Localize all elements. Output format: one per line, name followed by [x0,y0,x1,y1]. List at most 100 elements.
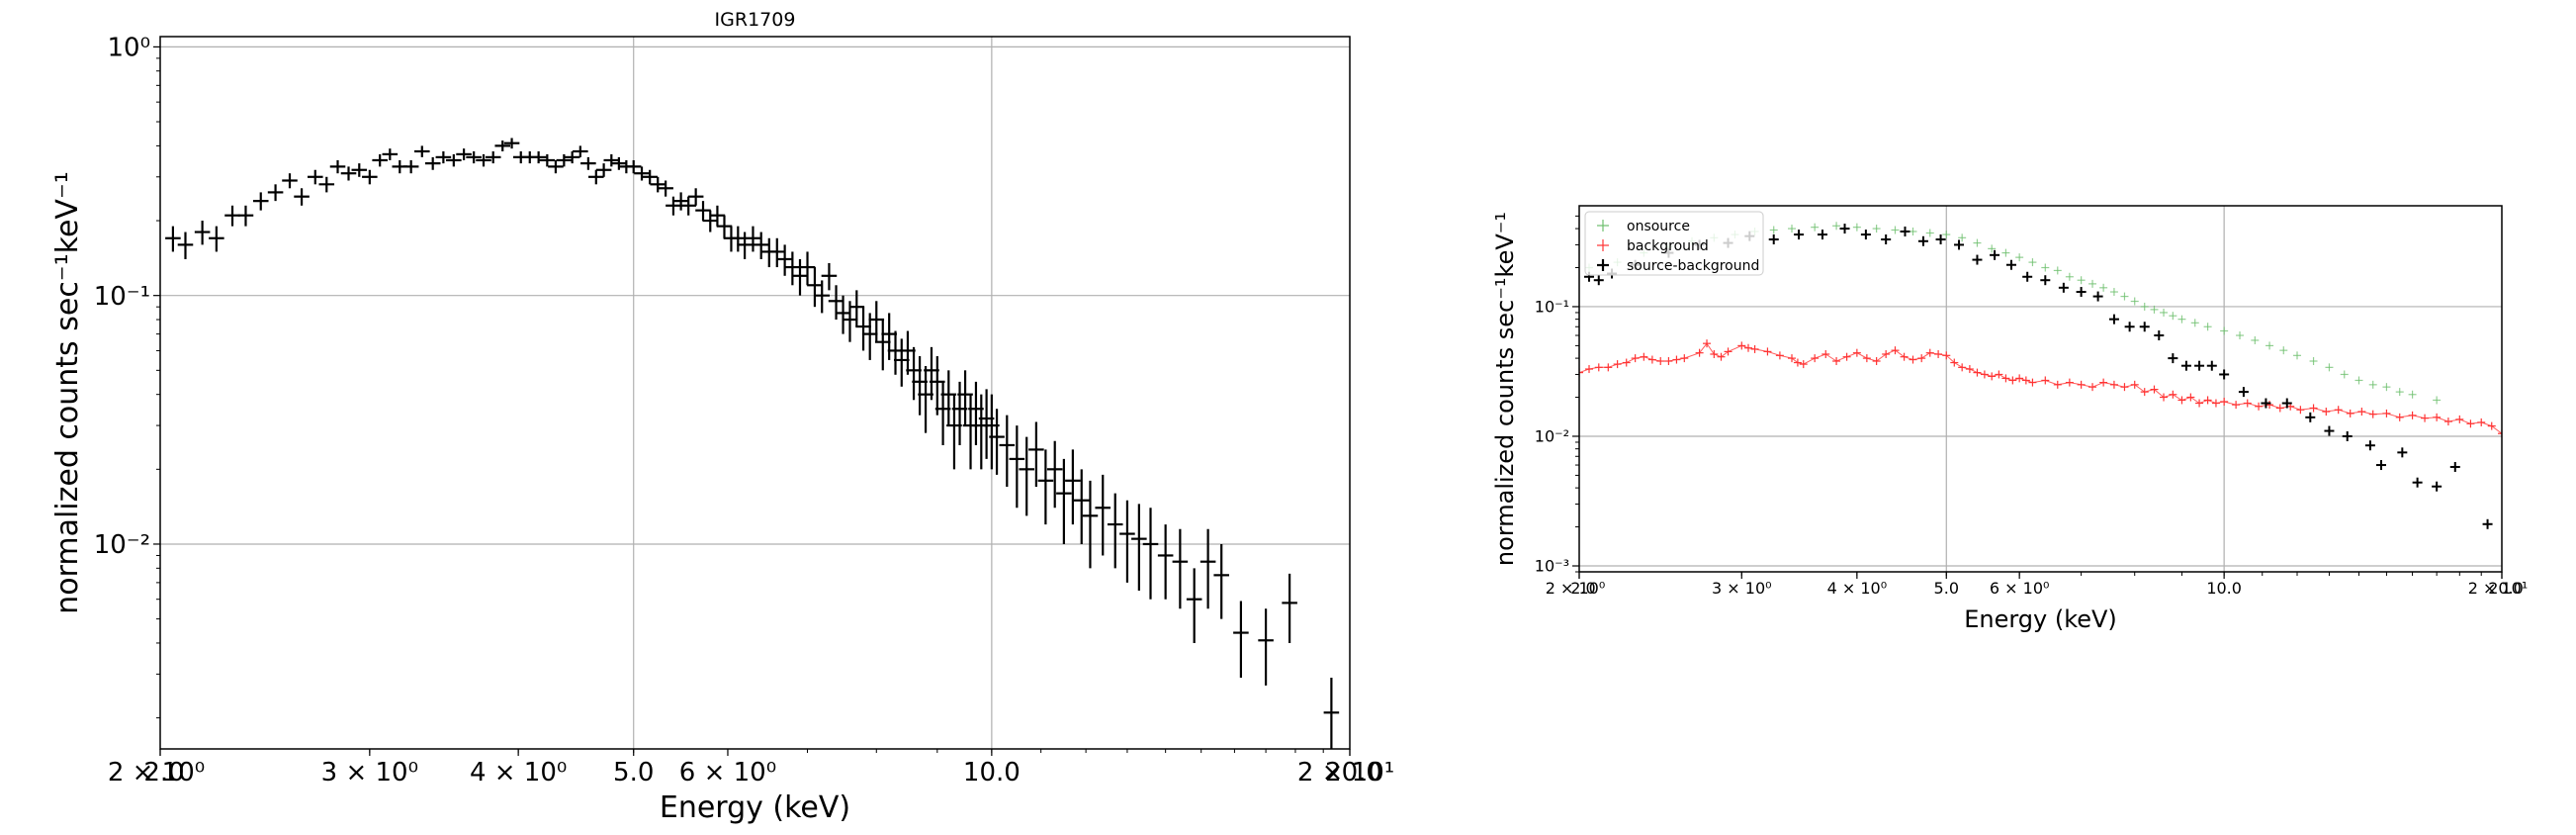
data-point [2177,396,2186,405]
plot-area [165,138,1340,749]
data-point [1973,238,1982,247]
data-point [2432,481,2443,492]
data-point [680,196,696,216]
data-point [1768,234,1779,245]
data-point [2150,385,2159,394]
data-point [2368,380,2377,389]
data-point [2168,353,2178,364]
x-tick-label: 2 × 10⁰ [108,758,205,788]
data-point [1680,354,1689,363]
data-point [1942,351,1951,360]
data-point [2346,409,2354,418]
x-tick-label: 2 × 10¹ [2468,579,2529,598]
data-point [2053,266,2062,275]
x-axis-label: Energy (keV) [660,790,850,825]
data-point [1186,568,1202,643]
data-point [2275,404,2284,413]
data-point [1743,343,1752,352]
data-point [1622,358,1631,367]
data-point [2001,248,2010,257]
data-point [1852,223,1861,232]
data-point [2219,369,2230,380]
data-point [2088,383,2097,392]
data-point [2340,370,2349,379]
x-tick-label: 3 × 10⁰ [321,758,418,788]
data-point [792,258,808,296]
data-point [2186,393,2195,402]
data-point [1891,226,1900,234]
data-point [2236,331,2245,340]
data-point [237,205,254,227]
data-point [2065,378,2074,387]
data-point [1009,425,1025,509]
data-point [2092,291,2103,302]
data-point [2109,288,2118,297]
data-point [1954,239,1965,250]
x-tick-label: 20.0 [1325,758,1382,788]
x-tick-label: 6 × 10⁰ [1990,579,2050,598]
data-point [1737,341,1746,350]
y-tick-label: 10⁻² [94,530,150,560]
data-point [2150,305,2159,314]
data-point [308,169,323,185]
data-point [666,196,681,216]
data-point [642,169,658,185]
data-point [687,188,704,206]
data-point [1935,234,1946,245]
data-point [2305,412,2316,422]
data-point [2324,425,2335,436]
data-point [2028,378,2037,387]
data-point [446,153,462,167]
data-point [2065,272,2074,281]
data-point [1282,573,1297,643]
data-point [2309,404,2318,413]
data-point [1664,357,1673,366]
data-point [1703,339,1712,348]
data-point [835,295,851,334]
data-point [1917,235,1928,246]
data-point [2120,383,2129,392]
data-point [2408,411,2417,419]
data-point [2040,275,2051,286]
data-point [2368,410,2377,418]
data-point [2139,322,2150,332]
data-point [1811,223,1820,232]
data-point [611,156,627,170]
data-point [1794,230,1805,240]
data-point [1934,349,1943,358]
data-point [2203,323,2212,331]
data-point [1750,344,1759,353]
data-point [2449,461,2460,472]
axes-frame [1578,205,2503,573]
x-tick-label: 5.0 [1934,579,1959,598]
data-point [2296,406,2305,415]
data-point [1942,231,1951,239]
data-point [294,188,310,206]
data-point [2265,341,2274,350]
data-point [2015,374,2024,383]
data-point [1862,354,1871,363]
x-tick-label: 2 × 10¹ [1297,758,1394,788]
data-point [1107,493,1123,569]
data-point [2169,312,2177,321]
data-point [874,320,891,371]
data-point [1909,355,1917,364]
legend-entry-background: background [1627,238,1709,254]
data-point [1157,524,1174,600]
data-point [1990,249,2000,260]
data-point [1065,449,1081,525]
data-point [209,226,224,252]
data-point [580,156,596,170]
data-point [1925,229,1934,237]
x-tick-label: 4 × 10⁰ [1827,579,1888,598]
data-point [2325,363,2334,372]
data-point [2154,330,2165,341]
data-point [603,153,620,167]
legend-box [1584,211,1764,276]
data-point [539,153,556,167]
data-point [768,237,785,268]
data-point [1832,222,1841,231]
data-point [1909,227,1917,235]
data-point [2408,390,2417,399]
